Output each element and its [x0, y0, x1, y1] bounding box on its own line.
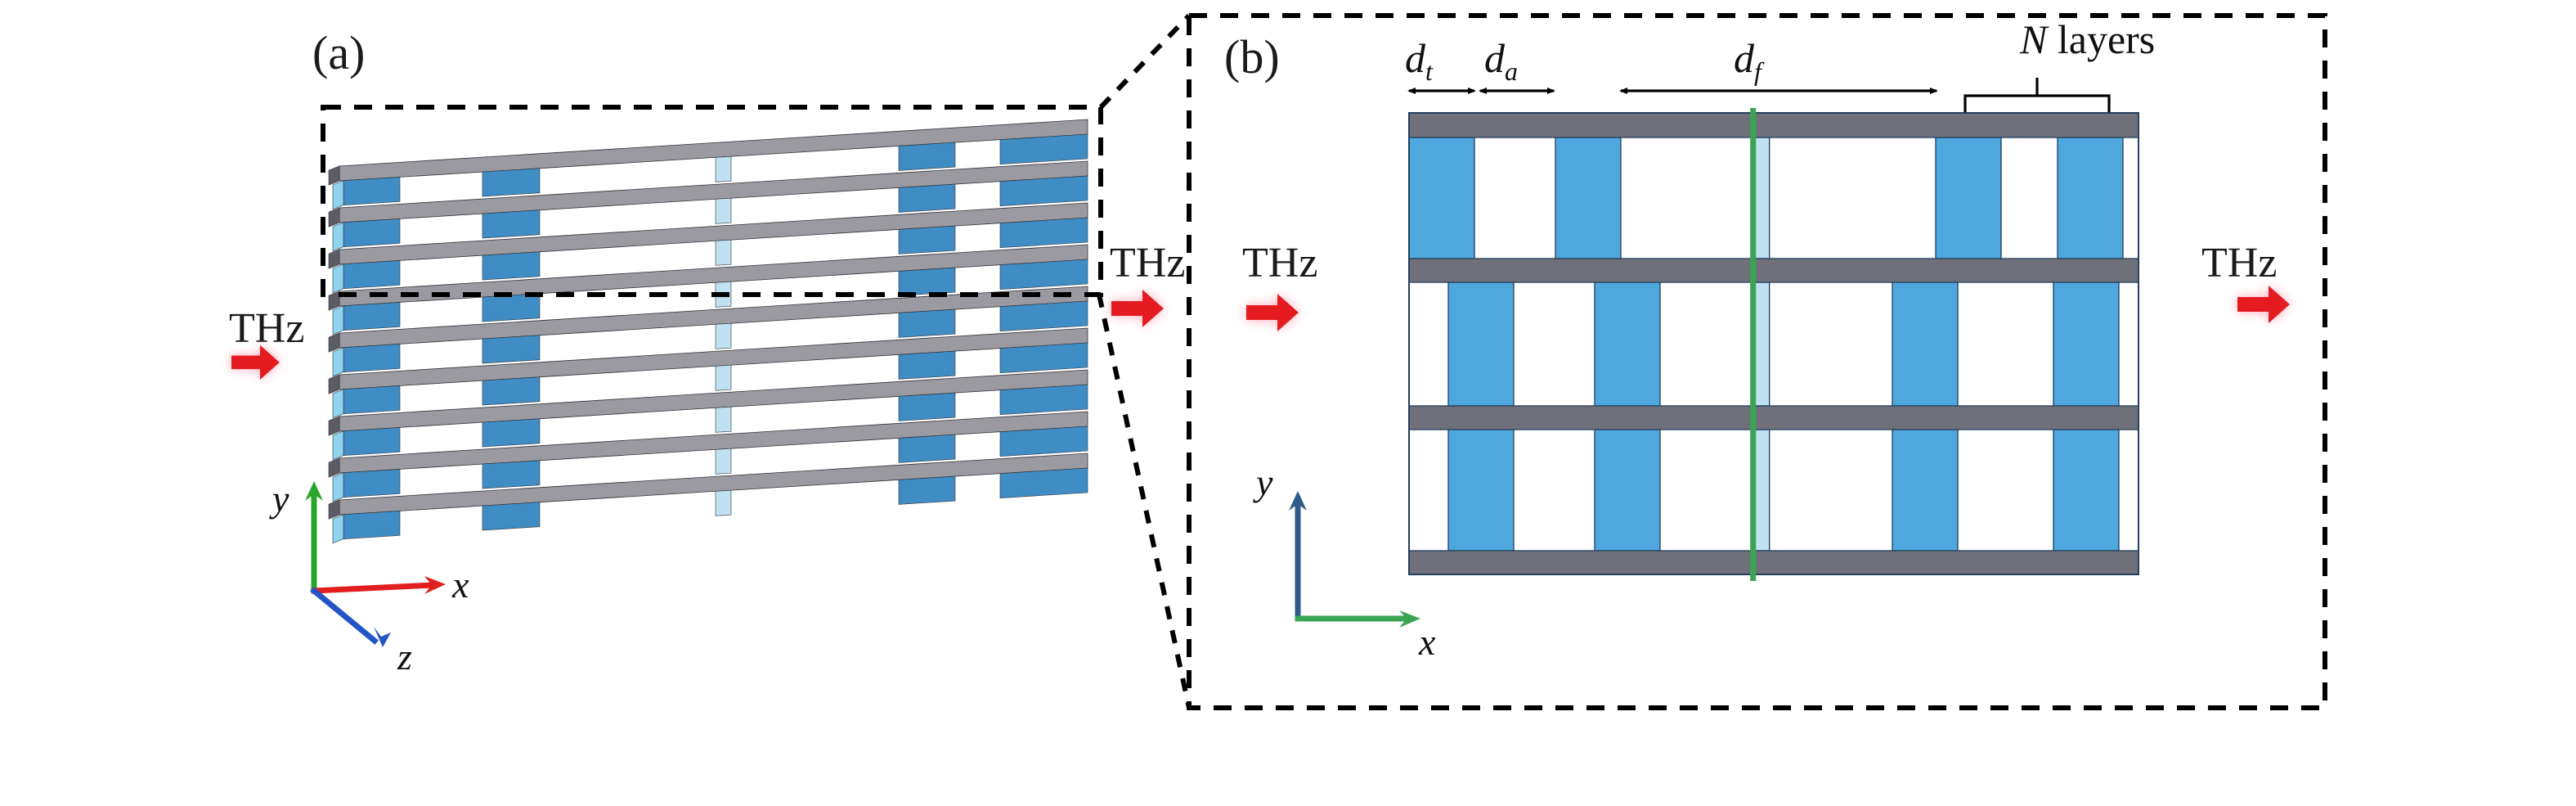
svg-text:THz: THz	[229, 305, 304, 352]
svg-text:(a): (a)	[312, 26, 365, 79]
svg-text:y: y	[269, 478, 289, 520]
svg-text:x: x	[451, 564, 469, 606]
svg-text:THz: THz	[1242, 240, 1317, 286]
svg-text:(b): (b)	[1224, 30, 1280, 83]
svg-text:THz: THz	[2201, 240, 2277, 286]
svg-text:x: x	[1418, 621, 1436, 663]
svg-text:y: y	[1253, 462, 1273, 503]
svg-text:N layers: N layers	[2019, 16, 2155, 62]
svg-text:z: z	[397, 636, 412, 678]
svg-text:THz: THz	[1110, 240, 1185, 286]
